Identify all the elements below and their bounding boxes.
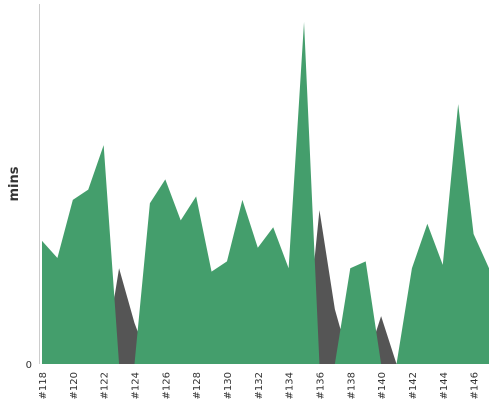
series-areas <box>42 22 489 364</box>
x-tick-label: #124 <box>130 372 141 399</box>
x-tick-label: #126 <box>161 372 172 399</box>
x-tick-label: #130 <box>223 372 234 399</box>
y-tick-label: 0 <box>26 360 32 371</box>
x-tick-label: #120 <box>69 372 80 399</box>
x-tick-label: #128 <box>192 372 203 399</box>
x-tick-label: #122 <box>100 372 111 399</box>
x-tick-label: #134 <box>285 372 296 399</box>
x-tick-label: #132 <box>254 372 265 399</box>
x-tick-label: #136 <box>315 372 326 399</box>
x-tick-label: #118 <box>38 372 49 399</box>
x-tick-label: #144 <box>439 372 450 399</box>
y-axis-label: mins <box>7 166 22 201</box>
x-tick-label: #146 <box>470 372 481 399</box>
series-area-0 <box>42 22 489 364</box>
x-tick-label: #138 <box>346 372 357 399</box>
x-tick-label: #142 <box>408 372 419 399</box>
x-tick-label: #140 <box>377 372 388 399</box>
x-tick-labels: #118 #120 #122 #124 #126 #128 #130 #132 #134 #136… <box>38 372 481 399</box>
